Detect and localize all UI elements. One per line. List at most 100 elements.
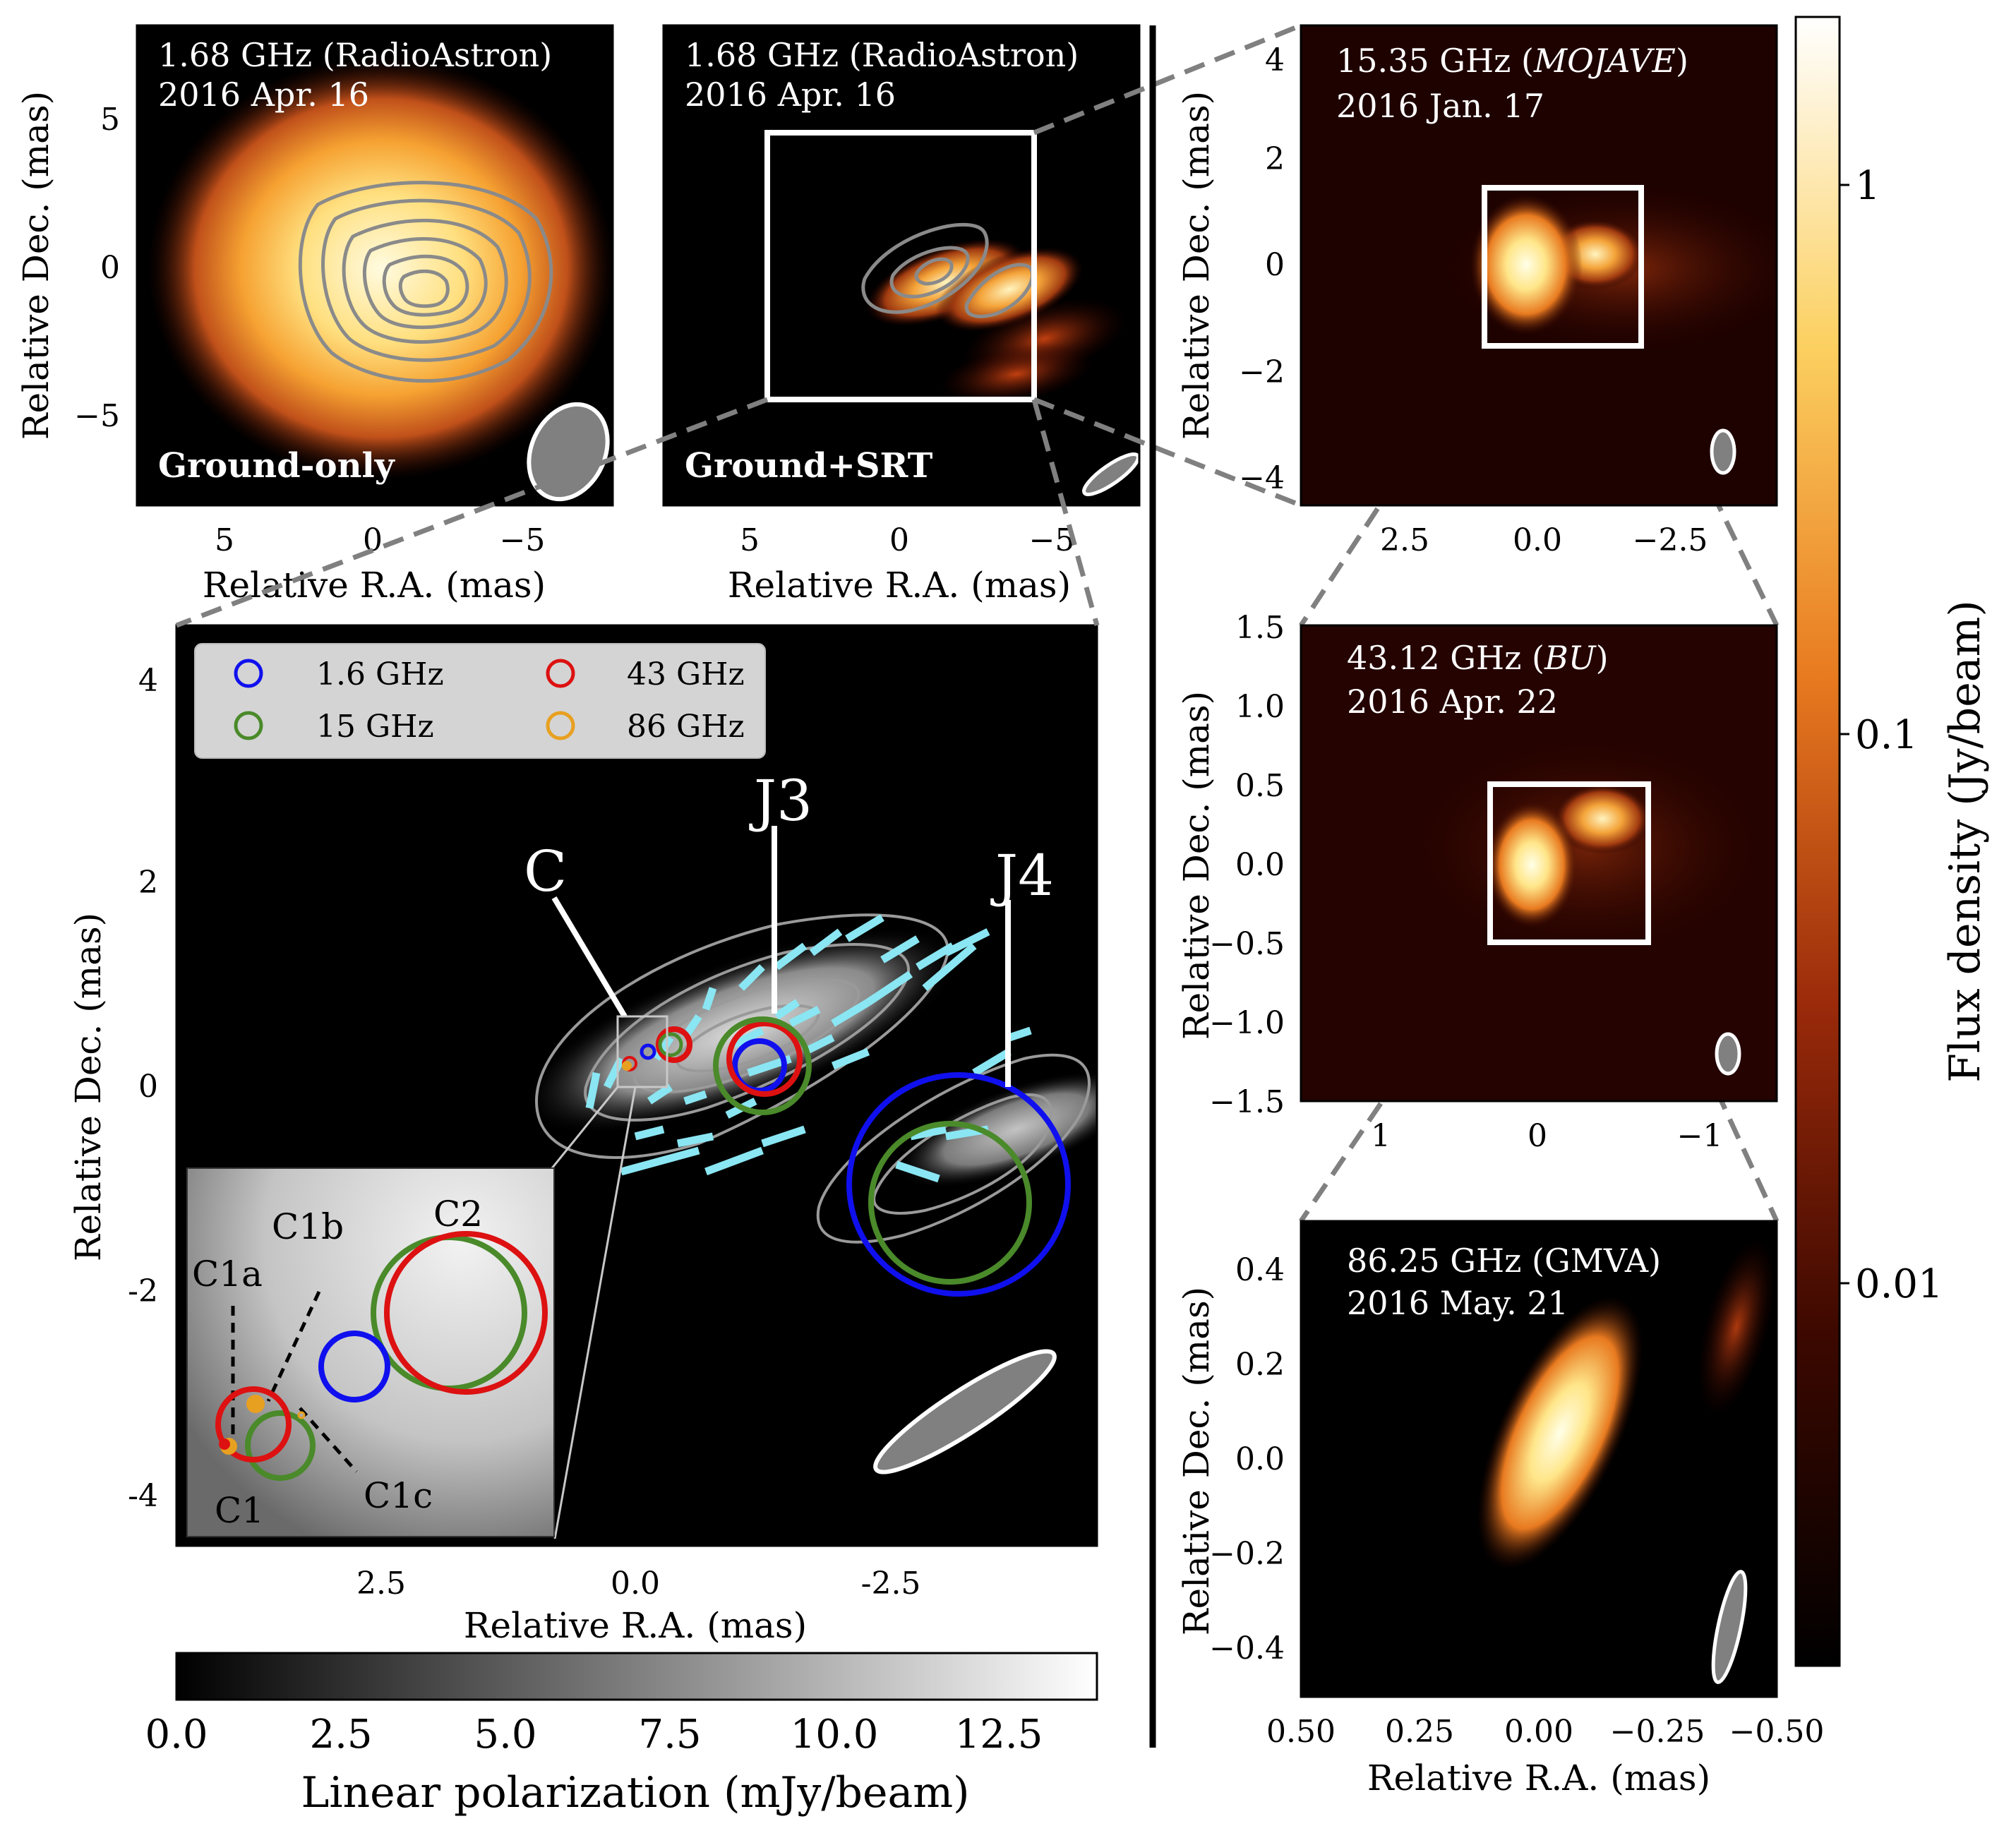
panel-freq: 86.25 GHz (GMVA) <box>1347 1242 1661 1280</box>
x-ticks: 2.5 0.0 -2.5 <box>356 1566 920 1602</box>
y-axis-label: Relative Dec. (mas) <box>1176 691 1217 1040</box>
x-ticks: 5 0 −5 <box>215 522 545 558</box>
svg-text:0: 0 <box>1528 1118 1547 1154</box>
svg-text:5: 5 <box>740 522 760 558</box>
svg-text:−2.5: −2.5 <box>1633 522 1708 558</box>
polarization-vectors <box>585 914 1032 1183</box>
y-axis-label: Relative Dec. (mas) <box>68 913 109 1261</box>
colorbar-pol-gradient <box>175 1652 1098 1701</box>
svg-text:−0.5: −0.5 <box>1209 926 1285 962</box>
beam-ellipse <box>1715 1032 1741 1076</box>
inset-label-c1b: C1b <box>272 1206 344 1247</box>
circle-j4-1p6ghz <box>846 1072 1071 1297</box>
beam-ellipse <box>1711 1570 1748 1684</box>
panel-date: 2016 Apr. 16 <box>685 76 896 114</box>
label-j4: J4 <box>990 843 1054 908</box>
beam-ellipse <box>1710 428 1736 475</box>
svg-text:−0.50: −0.50 <box>1729 1714 1825 1750</box>
svg-text:0.4: 0.4 <box>1235 1252 1285 1288</box>
svg-text:2.5: 2.5 <box>356 1566 406 1602</box>
inset-c1b-86ghz <box>246 1395 265 1413</box>
svg-text:0: 0 <box>138 1069 158 1105</box>
inset-circle-c2-43ghz <box>384 1231 548 1395</box>
svg-text:5.0: 5.0 <box>474 1712 536 1758</box>
beam-ellipse <box>873 1349 1057 1474</box>
beam-ellipse <box>527 402 610 502</box>
svg-text:2: 2 <box>1265 141 1285 177</box>
contours <box>298 181 553 383</box>
circle-c2-15ghz <box>658 1032 683 1057</box>
panel-date: 2016 Apr. 16 <box>158 76 369 114</box>
svg-text:1.5: 1.5 <box>1235 610 1285 646</box>
svg-text:-2.5: -2.5 <box>861 1566 921 1602</box>
y-axis-label: Relative Dec. (mas) <box>1176 91 1217 440</box>
svg-text:−1.5: −1.5 <box>1209 1084 1285 1120</box>
svg-text:−5: −5 <box>500 522 546 558</box>
inset-source-box <box>616 1015 668 1088</box>
panel-ground-only: 1.68 GHz (RadioAstron) 2016 Apr. 16 Grou… <box>16 24 614 606</box>
svg-text:0.00: 0.00 <box>1504 1714 1573 1750</box>
colorbar-flux-label: Flux density (Jy/beam) <box>1940 600 1990 1083</box>
svg-text:0.0: 0.0 <box>1513 522 1562 558</box>
intensity-blob <box>148 56 613 480</box>
circle-j3-43ghz <box>726 1021 803 1097</box>
svg-text:2.5: 2.5 <box>1380 522 1429 558</box>
inset-background <box>187 1168 554 1537</box>
svg-text:−1: −1 <box>1677 1118 1723 1154</box>
circle-j3-15ghz <box>713 1016 812 1115</box>
panel-bu: 43.12 GHz (BU) 2016 Apr. 22 1 0 −1 1.5 1… <box>1176 610 1778 1154</box>
colorbar-pol: 0.0 2.5 5.0 7.5 10.0 12.5 Linear polariz… <box>145 1652 1098 1818</box>
svg-text:2.5: 2.5 <box>309 1712 372 1758</box>
panel-mojave: 15.35 GHz (MOJAVE) 2016 Jan. 17 2.5 0.0 … <box>1176 24 1778 558</box>
colorbar-pol-label: Linear polarization (mJy/beam) <box>301 1768 969 1818</box>
svg-text:10.0: 10.0 <box>791 1712 879 1758</box>
legend-marker <box>546 711 575 740</box>
inset-core-zoom: C1a C1b C2 C1 C1c <box>186 1167 555 1537</box>
colorbar-flux: 1 0.1 0.01 Flux density (Jy/beam) <box>1794 16 1990 1667</box>
x-ticks: 5 0 −5 <box>740 522 1074 558</box>
svg-text:0.5: 0.5 <box>1235 768 1285 804</box>
svg-text:0.0: 0.0 <box>611 1566 660 1602</box>
inset-label-c2: C2 <box>433 1194 483 1235</box>
svg-text:−5: −5 <box>1029 522 1075 558</box>
svg-text:0.50: 0.50 <box>1266 1714 1336 1750</box>
circle-c1-86ghz <box>622 1061 632 1071</box>
x-axis-label: Relative R.A. (mas) <box>464 1605 807 1646</box>
svg-text:0.2: 0.2 <box>1235 1347 1285 1383</box>
panel-date: 2016 Apr. 22 <box>1347 683 1558 721</box>
svg-text:4: 4 <box>138 663 158 699</box>
x-axis-label: Relative R.A. (mas) <box>203 565 546 606</box>
inset-pointers <box>231 1290 358 1473</box>
legend-label: 43 GHz <box>627 656 745 692</box>
svg-text:−0.2: −0.2 <box>1209 1536 1285 1572</box>
svg-text:−1.0: −1.0 <box>1209 1005 1285 1041</box>
svg-text:0.0: 0.0 <box>1235 847 1285 883</box>
svg-text:1.0: 1.0 <box>1235 689 1285 725</box>
inset-circle-c1-15ghz <box>245 1410 316 1481</box>
x-axis-label: Relative R.A. (mas) <box>1367 1758 1710 1798</box>
legend-label: 86 GHz <box>627 709 745 745</box>
inset-circles <box>215 1231 548 1481</box>
inset-label-c1c: C1c <box>364 1475 433 1516</box>
legend-item-1p6ghz: 1.6 GHz <box>234 656 444 692</box>
colorbar-flux-gradient <box>1794 16 1841 1667</box>
colorbar-pol-ticks: 0.0 2.5 5.0 7.5 10.0 12.5 <box>145 1712 1043 1758</box>
inset-circle-c2-1p6ghz <box>318 1331 390 1402</box>
colorbar-flux-ticks: 1 0.1 0.01 <box>1855 163 1943 1307</box>
svg-text:0.0: 0.0 <box>145 1712 208 1758</box>
beam-ellipse <box>1082 452 1139 496</box>
y-ticks: 0.4 0.2 0.0 −0.2 −0.4 <box>1209 1252 1285 1666</box>
svg-text:−2: −2 <box>1239 354 1285 390</box>
svg-text:12.5: 12.5 <box>955 1712 1043 1758</box>
panel-ground-srt: 1.68 GHz (RadioAstron) 2016 Apr. 16 Grou… <box>662 24 1141 606</box>
svg-text:5: 5 <box>100 102 120 138</box>
panel-tag: Ground-only <box>158 446 396 486</box>
x-ticks: 1 0 −1 <box>1371 1118 1722 1154</box>
circle-c2-1p6ghz <box>640 1043 656 1060</box>
panel-gmva: 86.25 GHz (GMVA) 2016 May. 21 0.50 0.25 … <box>1176 1220 1825 1798</box>
legend: 1.6 GHz 43 GHz 15 GHz 86 GHz <box>194 643 766 759</box>
inset-circle-c1c-86ghz <box>297 1411 306 1419</box>
y-axis-label: Relative Dec. (mas) <box>1176 1287 1217 1635</box>
label-j3: J3 <box>749 768 812 834</box>
